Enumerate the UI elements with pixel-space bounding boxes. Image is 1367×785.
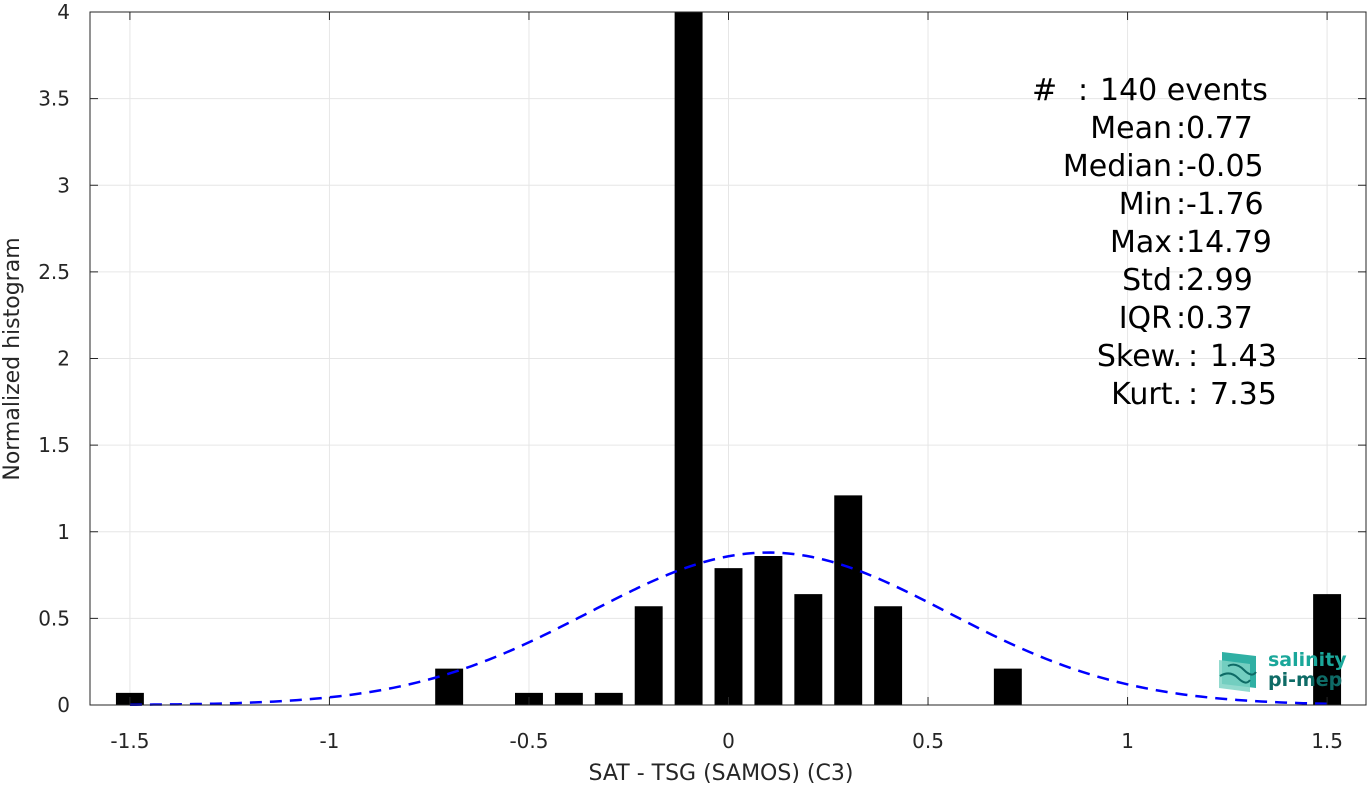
y-tick-label-6: 3 (57, 173, 70, 197)
histogram-bar-11 (874, 606, 903, 705)
stat-key: Median (1062, 149, 1172, 184)
normal-fit-curve (129, 551, 1328, 706)
stat-value: 14.79 (1186, 225, 1272, 260)
stat-key: Mean (1090, 111, 1172, 146)
y-tick-label-2: 1 (57, 520, 70, 544)
histogram-bar-9 (794, 594, 823, 705)
stat-row: #:140 events (1000, 72, 1290, 110)
stat-value: 0.37 (1186, 301, 1253, 336)
stat-key: Skew. (1096, 339, 1182, 374)
stat-row: Max:14.79 (1000, 224, 1290, 262)
x-tick-label-6: 1.5 (1311, 729, 1343, 753)
stat-row: Std:2.99 (1000, 262, 1290, 300)
stat-key: Std (1122, 263, 1172, 298)
logo-icon (1219, 652, 1257, 692)
x-tick-label-2: -0.5 (509, 729, 548, 753)
histogram-bar-8 (754, 556, 783, 705)
stat-row: Skew.:1.43 (1000, 338, 1290, 376)
stat-separator: : (1176, 225, 1187, 260)
stat-separator: : (1078, 73, 1089, 108)
histogram-bars (115, 12, 1342, 705)
y-tick-label-7: 3.5 (38, 87, 70, 111)
y-tick-label-1: 0.5 (38, 606, 70, 630)
histogram-bar-4 (594, 692, 623, 705)
stat-separator: : (1188, 377, 1199, 412)
histogram-bar-3 (554, 692, 583, 705)
stat-row: IQR:0.37 (1000, 300, 1290, 338)
stat-value: 7.35 (1210, 377, 1277, 412)
logo-line-1: salinity (1268, 649, 1347, 671)
stat-key: IQR (1118, 301, 1172, 336)
grid-lines (90, 11, 1367, 706)
stat-separator: : (1188, 339, 1199, 374)
stat-key: Kurt. (1111, 377, 1182, 412)
y-tick-labels: 0 0.5 1 1.5 2 2.5 3 3.5 4 (38, 0, 70, 717)
stat-value: -0.05 (1186, 149, 1264, 184)
histogram-bar-12 (993, 668, 1022, 705)
stat-separator: : (1176, 187, 1187, 222)
y-tick-label-5: 2.5 (38, 260, 70, 284)
y-tick-label-4: 2 (57, 347, 70, 371)
stat-value: 1.43 (1210, 339, 1277, 374)
statistics-panel: #:140 events Mean:0.77 Median: -0.05 Min: -1.… (1000, 72, 1290, 414)
stat-key: # (1032, 73, 1058, 108)
stat-value: 2.99 (1186, 263, 1253, 298)
x-tick-label-3: 0 (722, 729, 735, 753)
stat-separator: : (1176, 263, 1187, 298)
stat-value: 140 events (1100, 73, 1268, 108)
x-tick-label-0: -1.5 (110, 729, 149, 753)
stat-key: Max (1109, 225, 1172, 260)
logo-line-2: pi-mep (1268, 669, 1343, 691)
axis-ticks (90, 11, 1366, 706)
y-tick-label-8: 4 (57, 0, 70, 24)
stat-separator: : (1176, 149, 1187, 184)
histogram-bar-6 (674, 12, 703, 705)
x-tick-labels: -1.5 -1 -0.5 0 0.5 1 1.5 (110, 729, 1343, 753)
histogram-bar-13 (1313, 594, 1342, 705)
histogram-bar-5 (634, 606, 663, 705)
stat-key: Min (1118, 187, 1172, 222)
x-tick-label-5: 1 (1121, 729, 1134, 753)
salinity-pi-mep-logo: salinity pi-mep (1216, 648, 1347, 694)
y-tick-label-0: 0 (57, 693, 70, 717)
stat-row: Mean:0.77 (1000, 110, 1290, 148)
x-axis-label: SAT - TSG (SAMOS) (C3) (589, 761, 854, 785)
histogram-bar-10 (834, 495, 863, 705)
stat-value: -1.76 (1186, 187, 1264, 222)
y-axis-label: Normalized histogram (0, 237, 25, 480)
stat-value: 0.77 (1186, 111, 1253, 146)
x-tick-label-4: 0.5 (912, 729, 944, 753)
y-tick-label-3: 1.5 (38, 433, 70, 457)
stat-row: Median: -0.05 (1000, 148, 1290, 186)
stat-row: Kurt.:7.35 (1000, 376, 1290, 414)
stat-row: Min: -1.76 (1000, 186, 1290, 224)
x-tick-label-1: -1 (319, 729, 339, 753)
histogram-bar-7 (714, 568, 743, 705)
stat-separator: : (1176, 301, 1187, 336)
stat-separator: : (1176, 111, 1187, 146)
